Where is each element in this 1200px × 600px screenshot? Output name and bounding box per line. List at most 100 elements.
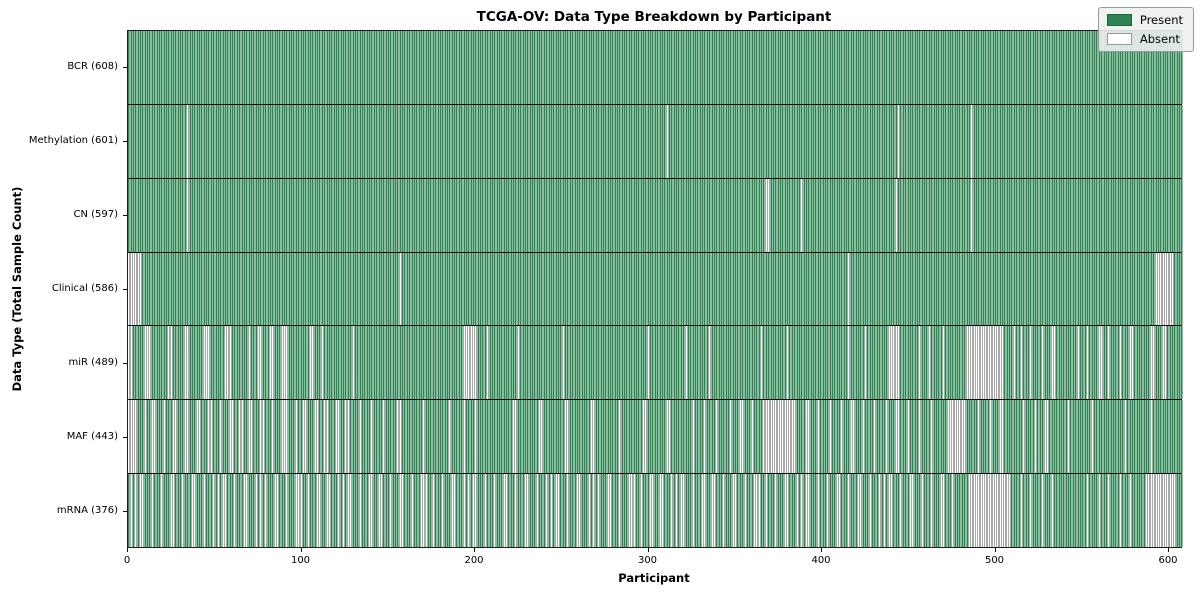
cell-present [350, 104, 352, 178]
cell-present [1057, 252, 1060, 326]
cell-absent [545, 474, 548, 548]
cell-absent [780, 400, 782, 474]
cell-present [343, 104, 345, 178]
cell-present [408, 474, 411, 548]
cell-present [1064, 400, 1067, 474]
cell-present [332, 474, 335, 548]
cell-present [1121, 326, 1124, 400]
cell-present [788, 104, 791, 178]
cell-present [474, 252, 477, 326]
cell-present [256, 326, 259, 400]
cell-present [1113, 178, 1115, 252]
cell-present [363, 178, 366, 252]
cell-present [1029, 31, 1032, 104]
cell-present [1031, 104, 1034, 178]
cell-present [1116, 252, 1119, 326]
cell-present [653, 400, 656, 474]
cell-present [832, 326, 834, 400]
cell-present [644, 326, 647, 400]
x-tick-mark [127, 548, 128, 552]
cell-present [136, 178, 139, 252]
cell-present [407, 104, 409, 178]
cell-present [275, 31, 278, 104]
cell-absent [346, 400, 349, 474]
cell-present [1040, 326, 1043, 400]
cell-present [350, 178, 352, 252]
cell-present [656, 474, 659, 548]
cell-absent [358, 400, 361, 474]
cell-present [1102, 178, 1105, 252]
cell-present [702, 178, 704, 252]
cell-present [653, 178, 656, 252]
cell-absent [669, 400, 671, 474]
cell-present [719, 104, 722, 178]
cell-present [278, 252, 281, 326]
cell-present [906, 178, 909, 252]
cell-present [1088, 104, 1091, 178]
cell-present [162, 252, 165, 326]
cell-present [937, 178, 940, 252]
cell-present [443, 178, 446, 252]
cell-present [271, 31, 274, 104]
cell-present [1012, 31, 1015, 104]
cell-present [611, 326, 614, 400]
cell-present [832, 252, 834, 326]
cell-present [905, 400, 907, 474]
cell-absent [670, 474, 673, 548]
cell-present [762, 326, 765, 400]
cell-present [448, 326, 451, 400]
cell-absent [1132, 326, 1134, 400]
cell-present [996, 31, 999, 104]
cell-present [1125, 178, 1127, 252]
cell-present [724, 252, 727, 326]
cell-present [776, 252, 779, 326]
cell-absent [360, 400, 363, 474]
cell-present [1010, 474, 1013, 548]
cell-present [292, 178, 295, 252]
cell-present [887, 178, 890, 252]
cell-present [1099, 178, 1101, 252]
cell-present [1036, 31, 1039, 104]
cell-present [1069, 178, 1072, 252]
cell-present [320, 326, 323, 400]
cell-present [719, 178, 722, 252]
cell-present [240, 252, 243, 326]
cell-absent [514, 400, 517, 474]
cell-present [363, 474, 366, 548]
cell-present [764, 252, 767, 326]
cell-present [787, 31, 789, 104]
cell-present [152, 326, 155, 400]
cell-present [398, 326, 401, 400]
cell-present [473, 400, 475, 474]
cell-present [322, 104, 324, 178]
cell-present [830, 178, 833, 252]
cell-present [308, 31, 311, 104]
cell-present [507, 400, 510, 474]
cell-absent [188, 400, 191, 474]
cell-present [237, 178, 239, 252]
cell-present [167, 178, 170, 252]
cell-present [877, 400, 879, 474]
cell-present [1010, 252, 1013, 326]
cell-present [462, 326, 465, 400]
cell-present [251, 31, 253, 104]
cell-present [577, 178, 579, 252]
cell-present [266, 252, 269, 326]
cell-present [143, 252, 146, 326]
cell-absent [398, 104, 401, 178]
cell-present [155, 252, 158, 326]
cell-present [131, 31, 134, 104]
cell-present [1028, 252, 1030, 326]
cell-present [957, 31, 959, 104]
cell-present [811, 326, 814, 400]
cell-present [674, 474, 677, 548]
cell-present [637, 104, 640, 178]
cell-present [545, 31, 548, 104]
cell-absent [681, 474, 683, 548]
cell-present [929, 474, 932, 548]
cell-present [299, 400, 302, 474]
cell-present [428, 31, 430, 104]
cell-present [516, 326, 519, 400]
cell-present [138, 474, 141, 548]
cell-present [1177, 178, 1180, 252]
